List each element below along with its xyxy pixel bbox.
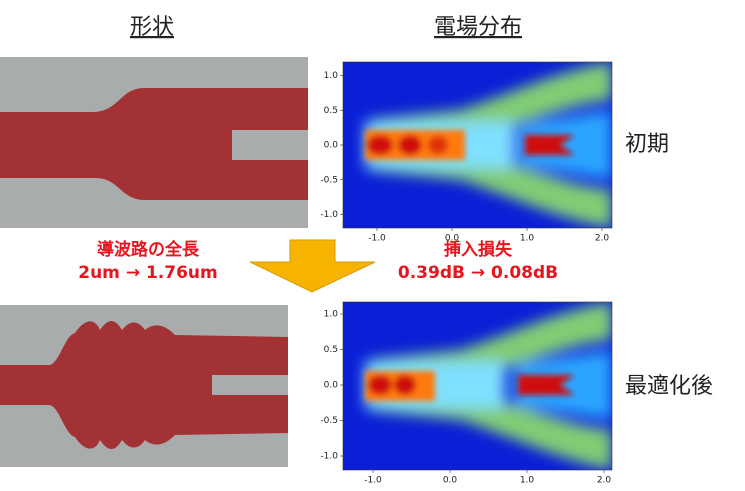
y-tick-label: 0.5	[324, 345, 338, 355]
field-header: 電場分布	[434, 15, 522, 40]
y-tick-label: -1.0	[320, 210, 338, 220]
optimized-field-map	[343, 302, 612, 470]
y-tick-label: -1.0	[320, 452, 338, 462]
x-tick-label: -1.0	[364, 476, 382, 486]
shape-header: 形状	[130, 15, 174, 40]
x-tick-label: 2.0	[597, 476, 612, 486]
y-tick-label: 0.0	[324, 141, 339, 151]
loss-title: 挿入損失	[444, 239, 513, 260]
x-tick-label: 0.0	[443, 476, 458, 486]
row-label: 最適化後	[625, 374, 713, 399]
x-tick-label: 2.0	[595, 234, 610, 244]
y-tick-label: -0.5	[320, 416, 338, 426]
initial-field-map	[343, 62, 612, 228]
length-change: 2um → 1.76um	[78, 263, 218, 283]
row-label: 初期	[625, 132, 669, 157]
y-tick-label: 0.5	[324, 106, 338, 116]
plot-frame	[342, 301, 613, 471]
y-tick-label: 0.0	[324, 381, 339, 391]
x-tick-label: 0.0	[445, 234, 460, 244]
initial-shape	[0, 57, 308, 228]
down-arrow	[249, 239, 376, 293]
y-tick-label: 1.0	[324, 71, 339, 81]
length-title: 導波路の全長	[97, 239, 200, 260]
x-tick-label: 1.0	[520, 234, 535, 244]
y-tick-label: -0.5	[320, 175, 338, 185]
y-tick-label: 1.0	[324, 310, 339, 320]
loss-change: 0.39dB → 0.08dB	[398, 263, 558, 283]
optimized-shape	[0, 305, 288, 467]
x-tick-label: -1.0	[368, 234, 386, 244]
x-tick-label: 1.0	[520, 476, 535, 486]
